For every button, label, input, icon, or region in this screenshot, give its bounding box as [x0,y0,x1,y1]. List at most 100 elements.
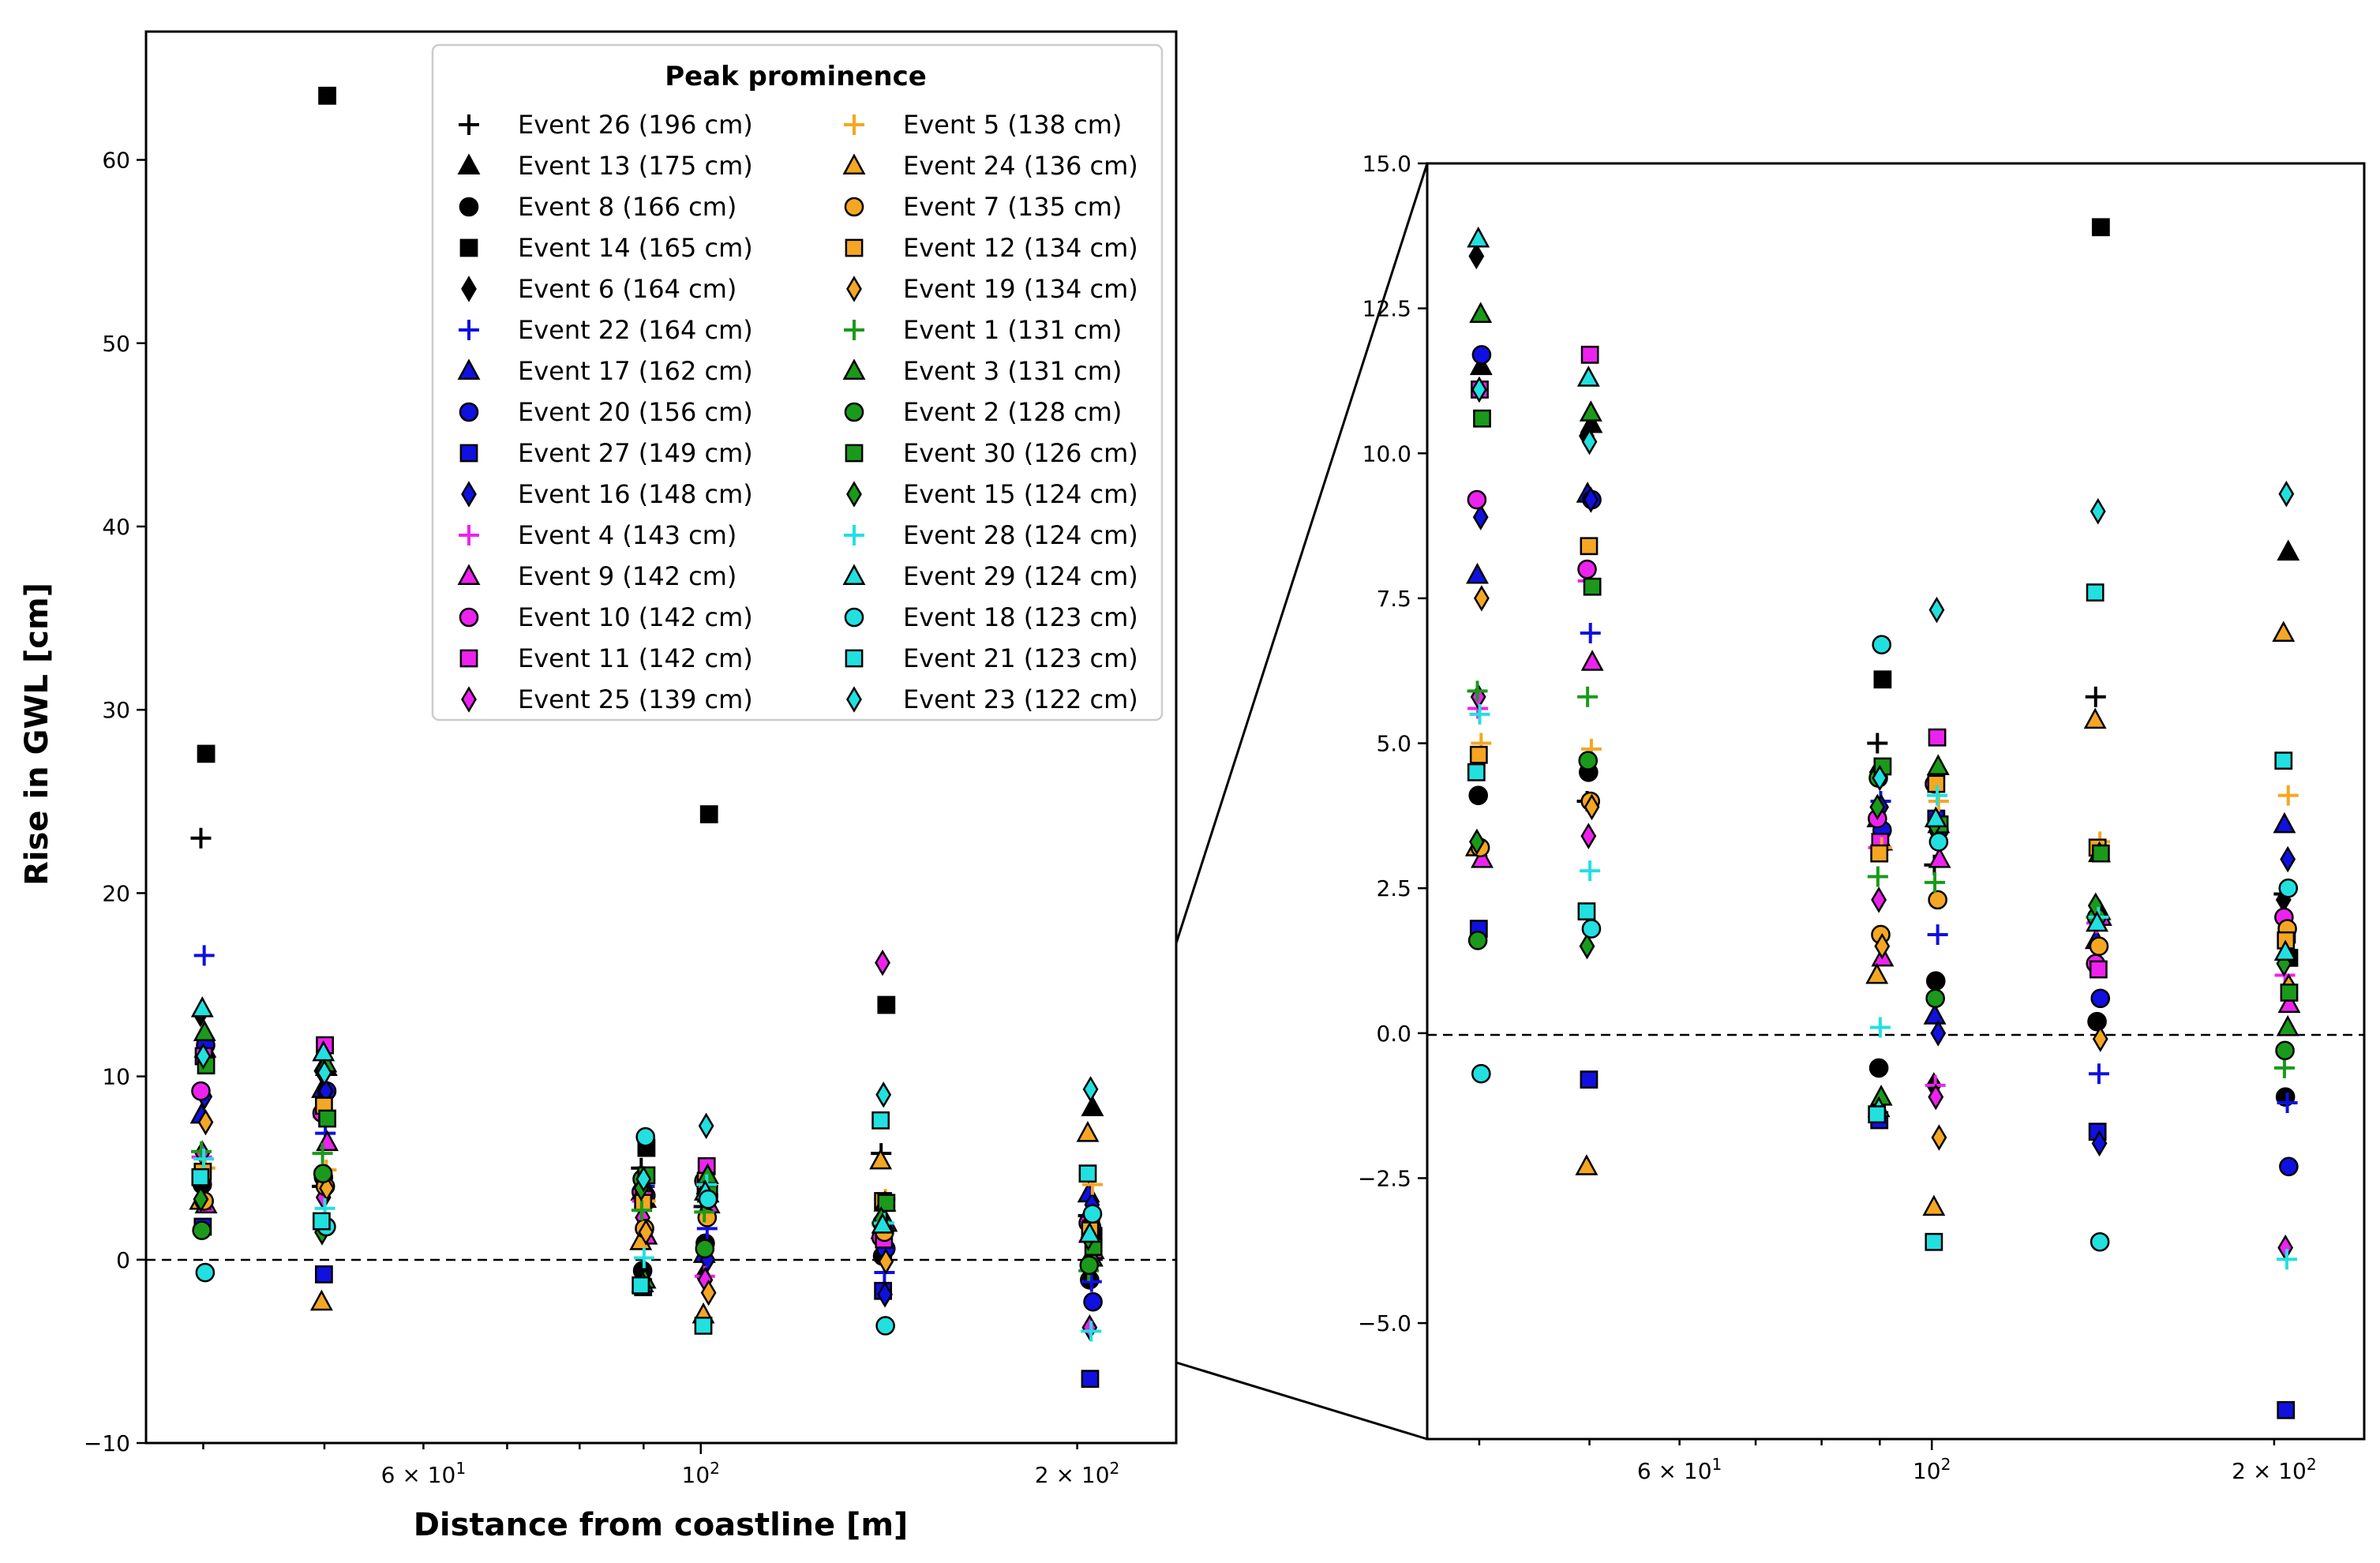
zoom-plot-frame [1426,162,2366,1441]
main-marker-event-27-5 [1081,1370,1100,1389]
zoom-marker-event-13-5 [2277,539,2300,561]
main-marker-event-19-3 [700,1279,717,1306]
zoom-marker-event-12-0 [1469,745,1488,764]
legend-label-event-17: Event 17 (162 cm) [518,356,753,386]
legend-label-event-25: Event 25 (139 cm) [518,684,753,714]
legend-title: Peak prominence [665,61,927,92]
main-y-tick-label: 10 [102,1064,130,1090]
legend-marker-event-12 [845,238,864,257]
legend: Peak prominence Event 26 (196 cm) Event 1… [431,43,1164,722]
legend-label-event-30: Event 30 (126 cm) [903,438,1138,468]
zoom-marker-event-2-5 [2275,1040,2295,1061]
legend-marker-event-10 [459,607,479,628]
legend-marker-event-17 [457,358,481,380]
legend-marker-event-18 [844,607,864,628]
legend-marker-event-22 [459,320,479,340]
legend-marker-event-15 [846,481,862,508]
legend-label-event-11: Event 11 (142 cm) [518,643,753,673]
zoom-marker-event-23-0 [1471,376,1487,403]
legend-label-event-27: Event 27 (149 cm) [518,438,753,468]
zoom-marker-event-11-4 [2089,960,2108,979]
legend-marker-event-1 [844,320,864,340]
zoom-marker-event-18-5 [2278,878,2299,898]
zoom-marker-event-21-3 [1925,1232,1943,1251]
main-marker-event-21-3 [694,1316,713,1335]
zoom-marker-event-22-5 [2277,1092,2298,1113]
main-marker-event-23-4 [875,1081,892,1108]
legend-items: Event 26 (196 cm) Event 13 (175 cm) Event … [457,110,1138,714]
zoom-marker-event-8-0 [1468,785,1489,805]
zoom-marker-event-14-4 [2091,218,2110,237]
main-marker-event-22-0 [193,945,215,966]
main-marker-event-3-0 [193,1020,216,1041]
main-marker-event-24-4 [869,1148,893,1170]
zoom-marker-event-29-1 [1576,365,1600,387]
legend-label-event-10: Event 10 (142 cm) [518,602,753,632]
zoom-marker-event-1-3 [1925,871,1946,893]
zoom-marker-event-18-4 [2090,1231,2110,1252]
main-x-tick-label: 2 × 102 [1035,1459,1120,1488]
main-x-axis: 6 × 101 102 2 × 102 [202,1443,1120,1488]
legend-label-event-14: Event 14 (165 cm) [518,233,753,263]
main-marker-event-2-1 [313,1164,333,1183]
legend-label-event-24: Event 24 (136 cm) [903,151,1138,181]
zoom-y-tick-label: 2.5 [1376,875,1411,901]
zoom-marker-event-15-2 [1869,793,1886,821]
main-marker-event-21-4 [871,1111,890,1130]
zoom-marker-event-19-1 [1584,793,1600,821]
zoom-y-tick-label: 15.0 [1362,151,1411,177]
zoom-marker-event-9-0 [1471,846,1494,868]
zoom-marker-event-6-0 [1468,242,1485,270]
main-marker-event-23-2 [635,1165,652,1193]
zoom-marker-event-19-3 [1931,1124,1947,1151]
legend-label-event-3: Event 3 (131 cm) [903,356,1122,386]
zoom-marker-event-1-1 [1577,686,1599,707]
zoom-marker-event-20-0 [1471,345,1492,365]
main-marker-event-26-0 [190,827,212,849]
main-y-tick-label: 30 [102,697,130,723]
zoom-marker-event-11-3 [1928,728,1947,747]
legend-marker-event-9 [457,564,481,585]
legend-label-event-15: Event 15 (124 cm) [903,479,1138,509]
main-marker-event-21-1 [312,1212,331,1231]
main-y-tick-label: 0 [116,1247,130,1273]
zoom-marker-event-18-3 [1928,832,1949,852]
zoom-connector-upper [1175,163,1429,944]
legend-label-event-22: Event 22 (164 cm) [518,315,753,345]
zoom-marker-event-15-1 [1579,932,1595,960]
main-marker-event-21-5 [1078,1164,1097,1183]
main-x-tick-label: 102 [682,1459,720,1488]
main-marker-event-13-5 [1081,1095,1104,1117]
main-y-tick-label: 60 [102,148,130,174]
main-y-tick-label: −10 [84,1430,130,1456]
zoom-marker-event-22-4 [2088,1063,2109,1085]
legend-label-event-26: Event 26 (196 cm) [518,110,753,140]
main-marker-event-10-0 [191,1081,211,1101]
legend-label-event-1: Event 1 (131 cm) [903,315,1122,345]
zoom-marker-event-11-1 [1580,346,1599,364]
zoom-marker-event-28-1 [1580,860,1601,882]
zoom-marker-event-16-0 [1472,504,1489,530]
legend-label-event-7: Event 7 (135 cm) [903,192,1122,222]
zoom-marker-event-26-4 [2085,686,2106,707]
main-marker-event-15-0 [193,1186,209,1213]
zoom-marker-event-17-5 [2273,811,2296,834]
main-y-tick-label: 20 [102,880,130,906]
zoom-marker-event-23-2 [1872,764,1888,792]
main-marker-event-21-2 [632,1276,650,1295]
main-marker-event-28-0 [193,1149,215,1170]
zoom-marker-event-24-4 [2083,707,2107,729]
main-marker-event-29-5 [1078,1221,1101,1243]
zoom-y-axis: −5.0 −2.5 0.0 2.5 5.0 7.5 10.0 12.5 15.0 [1358,151,1427,1336]
legend-marker-event-20 [459,402,479,422]
main-marker-event-18-4 [875,1316,895,1336]
main-marker-event-18-5 [1082,1204,1103,1224]
legend-marker-event-5 [844,114,864,135]
main-y-axis-label: Rise in GWL [cm] [19,583,55,886]
zoom-marker-event-8-2 [1868,1058,1889,1078]
zoom-marker-event-26-2 [1867,733,1888,754]
main-marker-event-28-5 [1081,1321,1102,1342]
zoom-y-tick-label: 12.5 [1362,296,1411,322]
zoom-marker-event-5-5 [2277,785,2299,806]
legend-marker-event-16 [461,481,477,508]
